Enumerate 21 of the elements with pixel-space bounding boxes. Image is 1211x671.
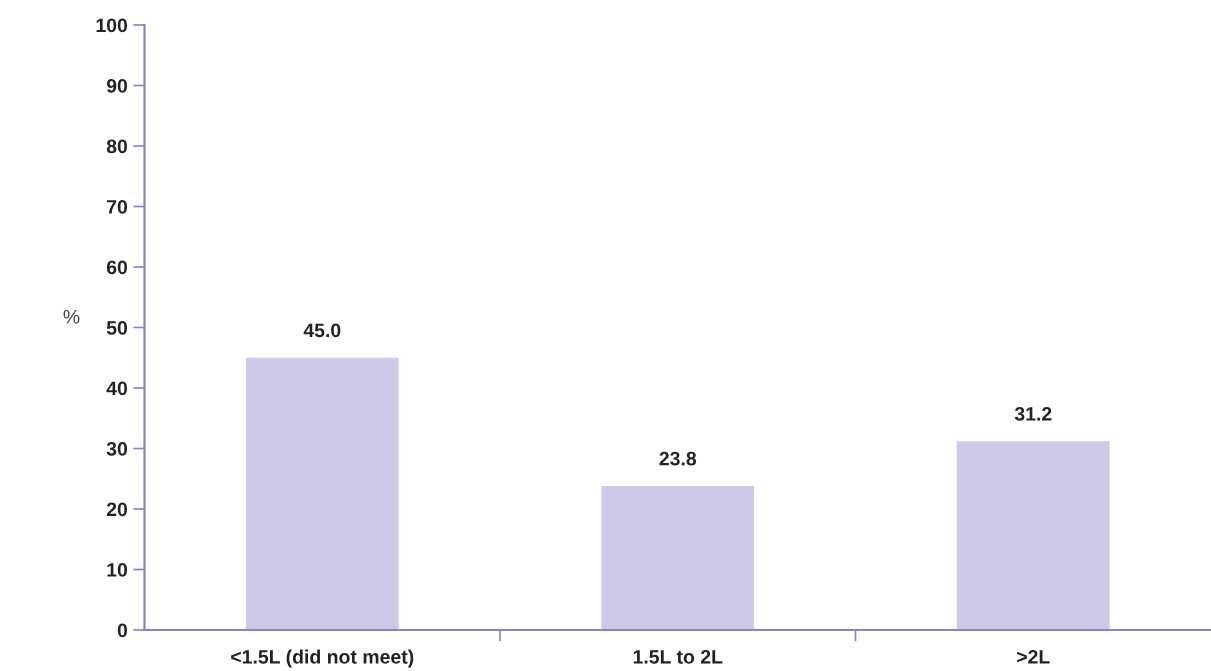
x-tick-label: <1.5L (did not meet) <box>231 649 414 668</box>
bar <box>956 441 1110 630</box>
y-tick-label: 30 <box>106 441 128 456</box>
bar <box>601 486 755 630</box>
data-label: 45.0 <box>303 323 341 338</box>
bar <box>245 357 399 630</box>
y-tick-label: 20 <box>106 502 128 517</box>
y-axis-title: % <box>63 309 80 324</box>
y-tick-label: 100 <box>96 18 128 33</box>
data-label: 23.8 <box>659 451 697 466</box>
y-tick-label: 70 <box>107 199 128 214</box>
y-tick-label: 40 <box>106 381 128 396</box>
x-tick-label: 1.5L to 2L <box>633 649 723 664</box>
x-tick-label: >2L <box>1017 649 1050 664</box>
y-tick-label: 0 <box>117 623 128 638</box>
y-tick-label: 10 <box>107 562 128 577</box>
y-tick-label: 60 <box>106 260 128 275</box>
y-tick-label: 50 <box>106 320 128 335</box>
y-tick-label: 80 <box>106 139 128 154</box>
data-label: 31.2 <box>1014 406 1052 421</box>
y-tick-label: 90 <box>106 78 128 93</box>
